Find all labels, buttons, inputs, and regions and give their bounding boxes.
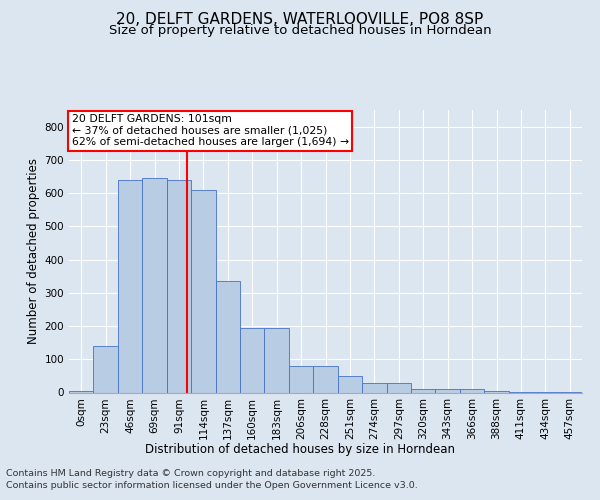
Bar — [118, 180, 142, 392]
Text: Distribution of detached houses by size in Horndean: Distribution of detached houses by size … — [145, 442, 455, 456]
Bar — [289, 366, 313, 392]
Bar — [436, 388, 460, 392]
Bar — [460, 389, 484, 392]
Bar — [240, 328, 265, 392]
Text: Contains public sector information licensed under the Open Government Licence v3: Contains public sector information licen… — [6, 481, 418, 490]
Text: 20, DELFT GARDENS, WATERLOOVILLE, PO8 8SP: 20, DELFT GARDENS, WATERLOOVILLE, PO8 8S… — [116, 12, 484, 28]
Bar — [411, 389, 436, 392]
Bar — [484, 391, 509, 392]
Text: 20 DELFT GARDENS: 101sqm
← 37% of detached houses are smaller (1,025)
62% of sem: 20 DELFT GARDENS: 101sqm ← 37% of detach… — [71, 114, 349, 148]
Bar — [362, 382, 386, 392]
Bar — [313, 366, 338, 392]
Bar — [338, 376, 362, 392]
Bar — [94, 346, 118, 393]
Bar — [215, 281, 240, 392]
Y-axis label: Number of detached properties: Number of detached properties — [28, 158, 40, 344]
Text: Size of property relative to detached houses in Horndean: Size of property relative to detached ho… — [109, 24, 491, 37]
Bar — [69, 391, 94, 392]
Bar — [191, 190, 215, 392]
Bar — [386, 382, 411, 392]
Bar — [167, 180, 191, 392]
Text: Contains HM Land Registry data © Crown copyright and database right 2025.: Contains HM Land Registry data © Crown c… — [6, 469, 376, 478]
Bar — [265, 328, 289, 392]
Bar — [142, 178, 167, 392]
